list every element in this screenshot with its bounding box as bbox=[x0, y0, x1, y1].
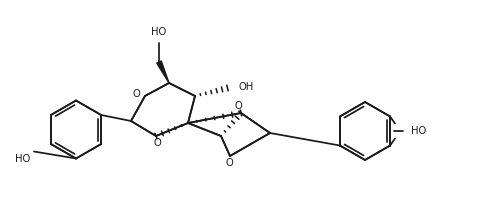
Text: O: O bbox=[225, 158, 233, 168]
Text: HO: HO bbox=[152, 27, 166, 37]
Text: HO: HO bbox=[411, 126, 426, 136]
Text: O: O bbox=[132, 89, 140, 99]
Polygon shape bbox=[156, 61, 169, 83]
Text: OH: OH bbox=[238, 82, 254, 92]
Text: HO: HO bbox=[15, 154, 30, 164]
Text: O: O bbox=[234, 101, 242, 111]
Text: O: O bbox=[153, 138, 161, 148]
